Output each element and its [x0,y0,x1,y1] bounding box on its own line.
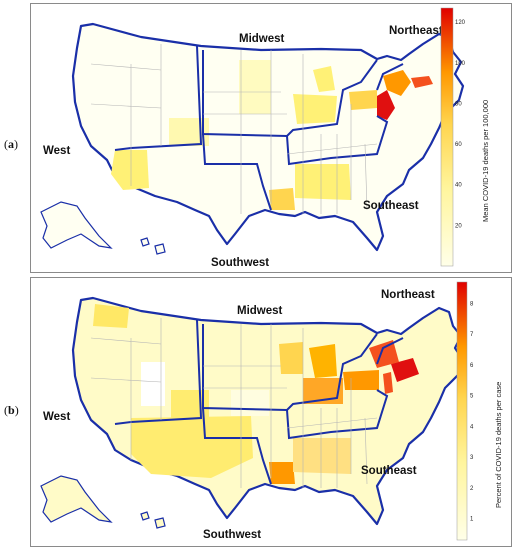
region-boundary-west [114,319,203,425]
colorbar-tick-label: 120 [455,20,466,26]
region-label-midwest: Midwest [237,305,283,317]
state-ut [141,362,165,406]
us-mainland-shape [71,22,465,252]
state-wi [279,342,303,374]
alaska-shape [40,201,113,249]
region-label-southeast: Southeast [363,200,419,212]
state-co [169,118,209,146]
state-nm-tx-ok [131,416,253,478]
hawaii-shape [140,237,166,255]
colorbar-b [456,281,468,541]
region-label-northeast: Northeast [389,25,443,37]
state-oh-in [303,378,343,404]
state-borders [90,318,378,488]
state-wa [93,304,129,328]
state-la [269,462,295,484]
colorbar-tick-label: 4 [470,424,474,430]
region-label-midwest: Midwest [239,33,285,45]
region-boundary-west [114,45,203,151]
panel-a-map: Midwest Northeast West Southeast Southwe… [30,3,512,273]
state-ny [369,340,399,368]
colorbar-tick-label: 80 [455,101,462,107]
panel-a-label: (a) [4,137,18,151]
region-boundary-midwest [202,324,378,412]
state-mn-ia [239,60,271,114]
region-label-west: West [43,145,70,157]
colorbar-b-title: Percent of COVID-19 deaths per case [494,382,503,508]
region-label-southwest: Southwest [211,257,269,269]
region-label-northeast: Northeast [381,289,435,301]
choropleth-map-b: Midwest Northeast West Southeast Southwe… [40,281,503,541]
state-ms-al-ga [295,164,351,200]
colorbar-tick-label: 100 [455,61,466,67]
colorbar-tick-label: 40 [455,183,462,189]
state-la [269,188,295,210]
colorbar-tick-label: 2 [470,486,474,492]
region-label-west: West [43,411,70,423]
region-boundary-south [202,115,389,211]
colorbar-a [440,7,454,267]
state-nj [383,372,393,394]
colorbar-tick-label: 6 [470,363,474,369]
state-pa [349,90,377,110]
state-il-in-oh [293,94,337,124]
state-mi [309,344,337,378]
colorbar-tick-label: 60 [455,142,462,148]
region-boundary-northeast [376,63,404,91]
alaska-shape [40,475,113,523]
colorbar-tick-label: 3 [470,455,474,461]
state-southwest-low [231,390,269,416]
panel-b-label: (b) [4,403,19,417]
colorbar-tick-label: 7 [470,332,474,338]
state-mi [313,66,335,92]
colorbar-tick-label: 1 [470,517,474,523]
state-ny-pa [383,70,411,96]
region-label-southeast: Southeast [361,465,417,477]
panel-b-map: Midwest Northeast West Southeast Southwe… [30,277,512,547]
state-borders [90,44,378,214]
state-ct-ri [391,358,419,382]
colorbar-tick-label: 8 [470,302,474,308]
choropleth-map-a: Midwest Northeast West Southeast Southwe… [40,7,490,269]
state-az [111,150,149,190]
region-boundary-south [202,389,389,485]
colorbar-a-title: Mean COVID-19 deaths per 100,000 [481,100,490,222]
colorbar-a-ticks: 20 40 60 80 100 120 [455,20,466,229]
hawaii-shape [140,511,166,529]
region-label-southwest: Southwest [203,529,261,541]
state-ma [411,76,433,88]
state-northeast-heavy [377,90,395,120]
state-ms-ga [293,438,351,474]
region-boundary-midwest [202,50,378,138]
colorbar-tick-label: 20 [455,223,462,229]
colorbar-tick-label: 5 [470,394,474,400]
region-boundary-northeast [376,337,404,365]
colorbar-b-ticks: 1 2 3 4 5 6 7 8 [470,302,474,523]
state-pa [343,370,379,390]
